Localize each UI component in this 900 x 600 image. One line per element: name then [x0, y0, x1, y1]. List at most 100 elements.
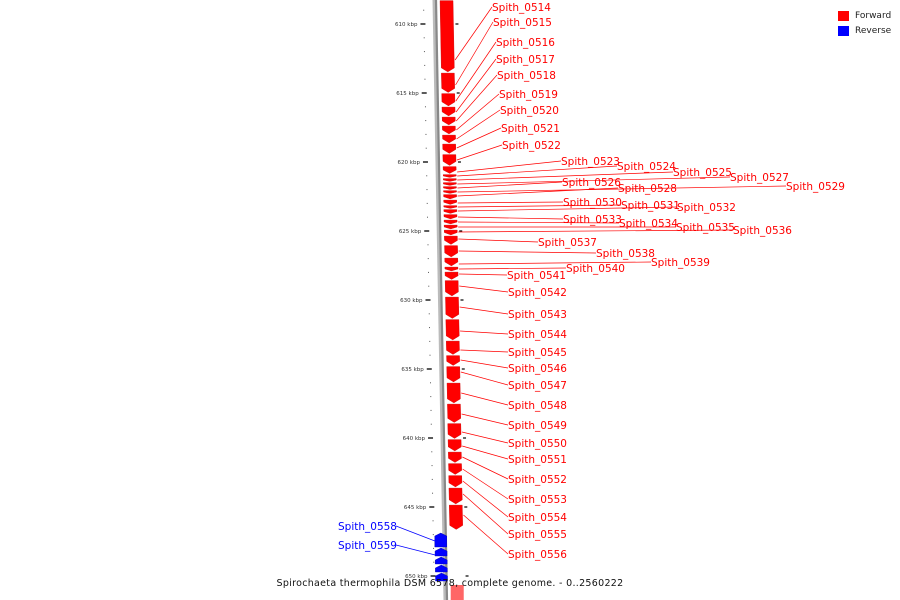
leader-line [463, 514, 509, 555]
forward-gene-label[interactable]: Spith_0526 [562, 177, 621, 189]
forward-gene-label[interactable]: Spith_0545 [508, 347, 567, 359]
forward-gene-label[interactable]: Spith_0517 [496, 54, 555, 66]
forward-gene-block [443, 186, 457, 190]
forward-gene-label[interactable]: Spith_0555 [508, 529, 567, 541]
forward-gene-label[interactable]: Spith_0518 [497, 70, 556, 82]
forward-gene-label[interactable]: Spith_0537 [538, 237, 597, 249]
scale-tick-label: 625 kbp [399, 229, 422, 235]
forward-gene-label[interactable]: Spith_0532 [677, 202, 736, 214]
forward-gene-label[interactable]: Spith_0549 [508, 420, 567, 432]
forward-gene-label[interactable]: Spith_0535 [676, 222, 735, 234]
leader-line [460, 371, 509, 386]
forward-gene-label[interactable]: Spith_0529 [786, 181, 845, 193]
leader-line [462, 445, 509, 460]
forward-gene-label[interactable]: Spith_0547 [508, 380, 567, 392]
strand-legend: Forward Reverse [838, 8, 891, 38]
reverse-gene-block [435, 572, 448, 582]
leader-line [459, 285, 509, 293]
leader-line [458, 250, 597, 254]
scale-tick-label: 630 kbp [400, 298, 423, 304]
forward-gene-label[interactable]: Spith_0540 [566, 263, 625, 275]
forward-gene-block [447, 439, 462, 452]
reverse-gene-block [434, 547, 448, 557]
forward-gene-block [441, 106, 456, 117]
reverse-gene-label[interactable]: Spith_0558 [338, 521, 397, 533]
forward-gene-track [439, 0, 464, 600]
leader-line [458, 267, 567, 270]
forward-gene-label[interactable]: Spith_0519 [499, 89, 558, 101]
forward-gene-label[interactable]: Spith_0523 [561, 156, 620, 168]
forward-gene-label[interactable]: Spith_0553 [508, 494, 567, 506]
forward-gene-block [441, 93, 456, 107]
forward-gene-block [442, 134, 456, 144]
forward-gene-label[interactable]: Spith_0548 [508, 400, 567, 412]
forward-gene-label[interactable]: Spith_0522 [502, 140, 561, 152]
forward-gene-label[interactable]: Spith_0551 [508, 454, 567, 466]
forward-gene-label[interactable]: Spith_0514 [492, 2, 551, 14]
forward-gene-label[interactable]: Spith_0536 [733, 225, 792, 237]
legend-label-reverse: Reverse [855, 25, 892, 36]
leader-line [457, 187, 619, 197]
reverse-gene-block [435, 564, 448, 573]
forward-gene-label[interactable]: Spith_0531 [621, 200, 680, 212]
forward-gene-label[interactable]: Spith_0527 [730, 172, 789, 184]
leader-line [395, 544, 436, 556]
forward-gene-label[interactable]: Spith_0543 [508, 309, 567, 321]
forward-gene-label[interactable]: Spith_0550 [508, 438, 567, 450]
legend-item-reverse: Reverse [838, 23, 891, 38]
forward-gene-label[interactable]: Spith_0544 [508, 329, 567, 341]
forward-gene-label[interactable]: Spith_0538 [596, 248, 655, 260]
leader-line [460, 359, 509, 369]
leader-line [462, 456, 509, 480]
forward-gene-label[interactable]: Spith_0541 [507, 270, 566, 282]
forward-gene-block [449, 504, 463, 530]
genome-caption: Spirochaeta thermophila DSM 6578, comple… [0, 578, 900, 589]
leader-line [457, 165, 618, 177]
scale-tick-label: 635 kbp [401, 367, 424, 373]
leader-line [455, 58, 497, 113]
forward-gene-label[interactable]: Spith_0533 [563, 214, 622, 226]
forward-gene-label[interactable]: Spith_0534 [619, 218, 678, 230]
leader-line [457, 176, 731, 185]
forward-gene-label[interactable]: Spith_0520 [500, 105, 559, 117]
forward-gene-block [444, 229, 458, 236]
leader-line [461, 413, 509, 426]
forward-gene-label[interactable]: Spith_0530 [563, 197, 622, 209]
forward-gene-label[interactable]: Spith_0546 [508, 363, 567, 375]
forward-gene-block [443, 219, 458, 225]
forward-gene-label[interactable]: Spith_0525 [673, 167, 732, 179]
forward-gene-block [445, 296, 460, 319]
leader-line [458, 221, 620, 224]
genome-backbone [432, 0, 449, 600]
forward-gene-block [444, 271, 459, 280]
forward-gene-label[interactable]: Spith_0521 [501, 123, 560, 135]
forward-gene-label[interactable]: Spith_0552 [508, 474, 567, 486]
forward-gene-block [447, 403, 461, 423]
backbone-shadow [432, 0, 447, 600]
forward-swatch [838, 10, 849, 21]
reverse-gene-block [434, 532, 447, 548]
forward-gene-label[interactable]: Spith_0516 [496, 37, 555, 49]
forward-gene-block [448, 463, 462, 475]
leader-line [457, 181, 563, 189]
leader-line [457, 204, 622, 208]
leader-line [456, 93, 500, 131]
scale-ticks: 610 kbp 615 kbp 620 kbp 625 kbp 630 kbp 635 k… [395, 9, 469, 580]
reverse-gene-label[interactable]: Spith_0559 [338, 540, 397, 552]
forward-gene-label[interactable]: Spith_0539 [651, 257, 710, 269]
forward-gene-label[interactable]: Spith_0542 [508, 287, 567, 299]
backbone-line [434, 0, 449, 600]
forward-gene-label[interactable]: Spith_0515 [493, 17, 552, 29]
forward-gene-label[interactable]: Spith_0556 [508, 549, 567, 561]
leader-line [458, 238, 539, 243]
forward-gene-block [441, 72, 455, 93]
forward-gene-label[interactable]: Spith_0528 [618, 183, 677, 195]
reverse-gene-block [435, 556, 448, 565]
leader-line [455, 21, 494, 86]
leader-line [455, 74, 498, 122]
forward-gene-block [446, 382, 461, 404]
forward-gene-block [443, 209, 458, 214]
forward-gene-label[interactable]: Spith_0524 [617, 161, 676, 173]
forward-gene-label[interactable]: Spith_0554 [508, 512, 567, 524]
